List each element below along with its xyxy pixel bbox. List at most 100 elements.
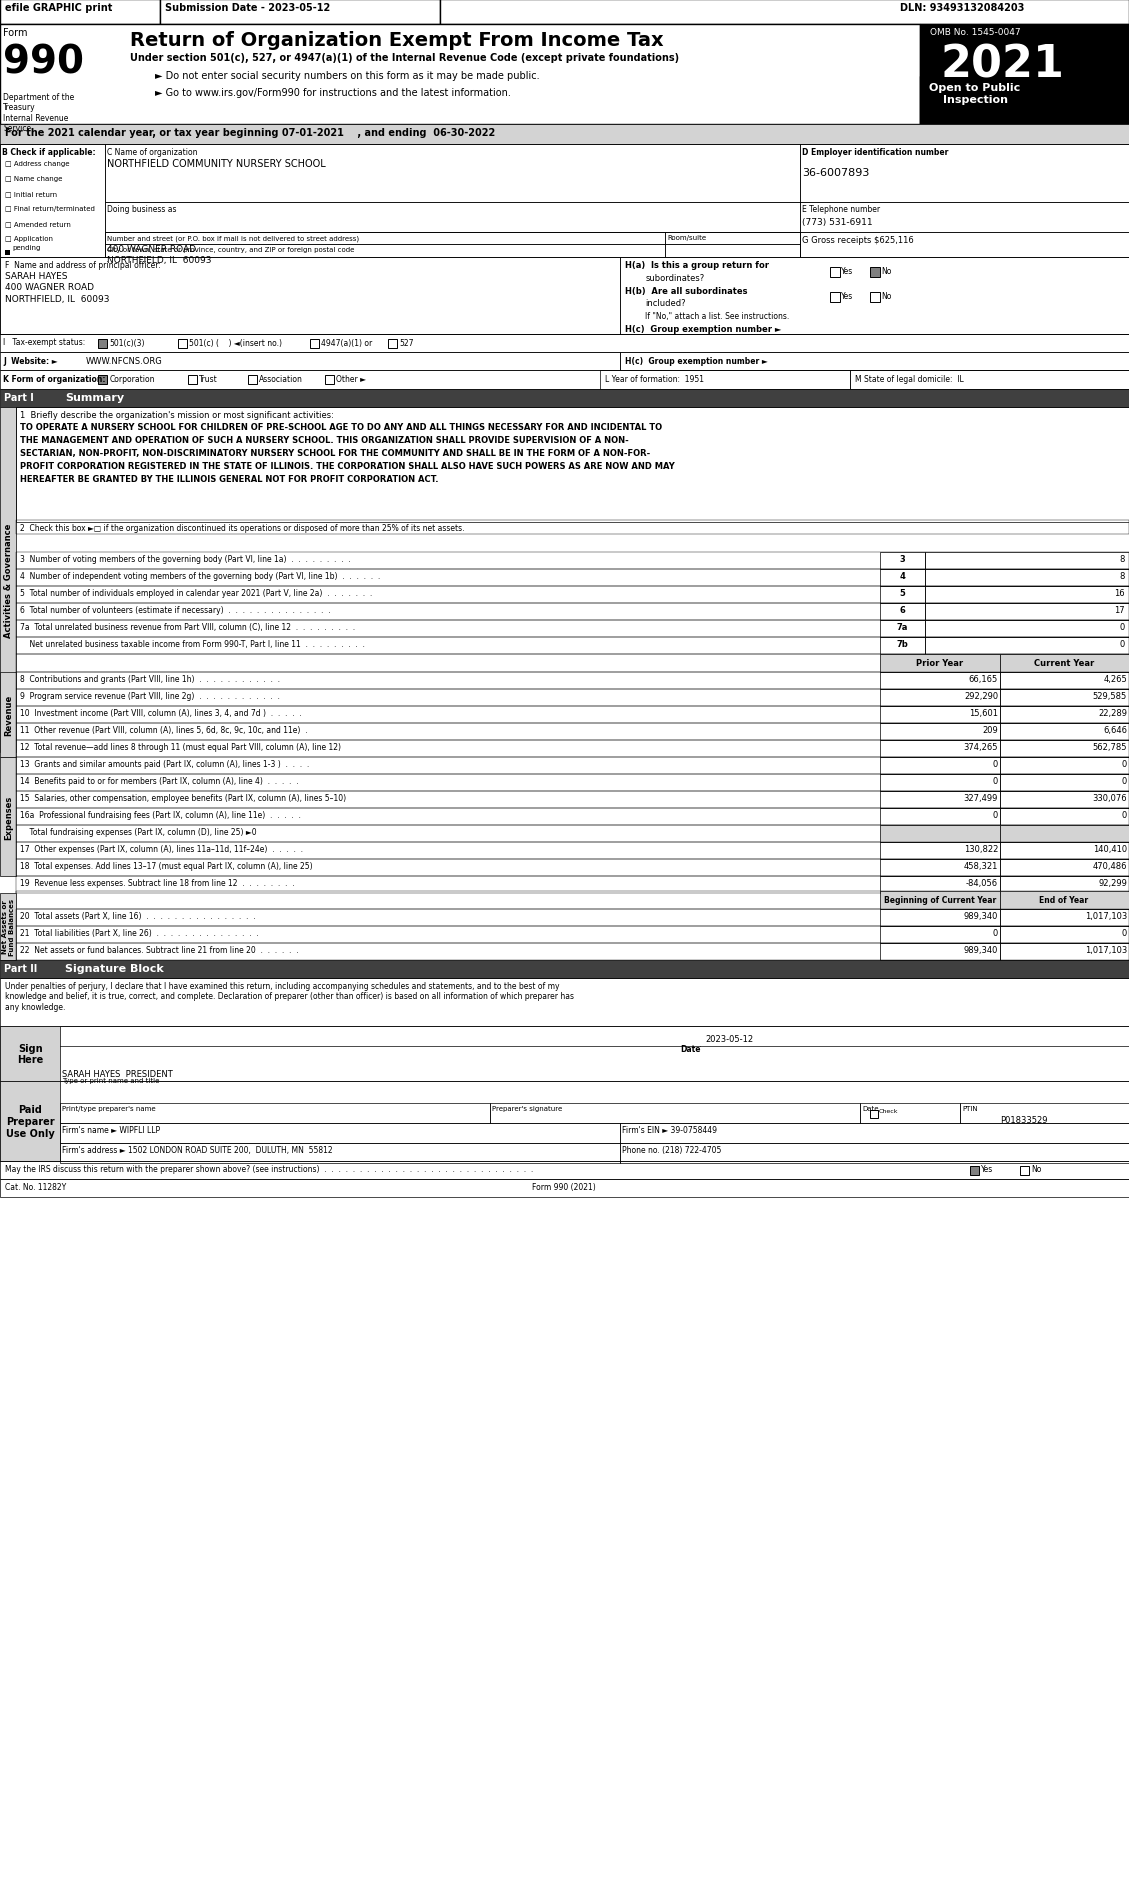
Text: H(c)  Group exemption number ►: H(c) Group exemption number ►: [625, 326, 781, 333]
Bar: [881, 926, 1000, 943]
Bar: [881, 689, 1000, 706]
Text: 327,499: 327,499: [964, 794, 998, 802]
Text: 18  Total expenses. Add lines 13–17 (must equal Part IX, column (A), line 25): 18 Total expenses. Add lines 13–17 (must…: [20, 862, 313, 871]
Text: SECTARIAN, NON-PROFIT, NON-DISCRIMINATORY NURSERY SCHOOL FOR THE COMMUNITY AND S: SECTARIAN, NON-PROFIT, NON-DISCRIMINATOR…: [20, 448, 650, 457]
Bar: [388, 341, 397, 348]
Bar: [60, 1144, 620, 1163]
Text: 0: 0: [1122, 928, 1127, 937]
Bar: [16, 587, 1129, 604]
Bar: [1000, 792, 1129, 809]
Bar: [105, 233, 800, 245]
Text: 8: 8: [1120, 572, 1124, 582]
Bar: [16, 892, 1129, 909]
Bar: [620, 1124, 1129, 1144]
Bar: [800, 233, 1129, 258]
Bar: [105, 245, 800, 269]
Text: Yes: Yes: [841, 267, 854, 277]
Text: 7b: 7b: [896, 640, 908, 649]
Text: 5  Total number of individuals employed in calendar year 2021 (Part V, line 2a) : 5 Total number of individuals employed i…: [20, 589, 373, 598]
Bar: [881, 826, 1000, 843]
Text: 14  Benefits paid to or for members (Part IX, column (A), line 4)  .  .  .  .  .: 14 Benefits paid to or for members (Part…: [20, 777, 299, 785]
Bar: [178, 341, 187, 348]
Bar: [1000, 943, 1129, 960]
Text: Yes: Yes: [841, 292, 854, 301]
Bar: [105, 203, 800, 233]
Text: Current Year: Current Year: [1034, 659, 1094, 668]
Text: Form 990 (2021): Form 990 (2021): [532, 1182, 596, 1191]
Text: 2021: 2021: [940, 43, 1064, 87]
Bar: [881, 892, 1000, 909]
Bar: [16, 553, 1129, 570]
Bar: [830, 294, 840, 303]
Bar: [1000, 877, 1129, 894]
Text: Corporation: Corporation: [110, 375, 155, 384]
Bar: [850, 371, 1129, 390]
Text: 4947(a)(1) or: 4947(a)(1) or: [322, 339, 373, 348]
Bar: [0, 894, 16, 960]
Text: 36-6007893: 36-6007893: [802, 167, 869, 179]
Text: □ Amended return: □ Amended return: [6, 220, 71, 228]
Text: WWW.NFCNS.ORG: WWW.NFCNS.ORG: [86, 358, 163, 365]
Text: Firm's EIN ► 39-0758449: Firm's EIN ► 39-0758449: [622, 1125, 717, 1135]
Bar: [490, 1103, 860, 1124]
Bar: [1000, 672, 1129, 689]
Text: pending: pending: [12, 245, 41, 250]
Bar: [16, 723, 1129, 742]
Bar: [0, 124, 1129, 145]
Bar: [881, 553, 925, 570]
Bar: [0, 335, 1129, 352]
Text: Prior Year: Prior Year: [917, 659, 964, 668]
Text: Activities & Governance: Activities & Governance: [3, 523, 12, 638]
Text: Date: Date: [863, 1105, 878, 1112]
Bar: [0, 1026, 1129, 1082]
Bar: [16, 926, 1129, 943]
Bar: [601, 371, 850, 390]
Bar: [1000, 892, 1129, 909]
Text: □ Address change: □ Address change: [6, 162, 70, 167]
Bar: [881, 792, 1000, 809]
Text: Revenue: Revenue: [3, 694, 12, 736]
Bar: [1000, 826, 1129, 843]
Bar: [620, 258, 1129, 335]
Text: -84,056: -84,056: [966, 879, 998, 888]
Text: Net Assets or
Fund Balances: Net Assets or Fund Balances: [2, 898, 15, 956]
Bar: [1000, 723, 1129, 742]
Text: Room/suite: Room/suite: [667, 235, 707, 241]
Text: Print/type preparer's name: Print/type preparer's name: [62, 1105, 156, 1112]
Bar: [881, 570, 925, 587]
Text: □ Application: □ Application: [6, 235, 53, 243]
Text: No: No: [881, 292, 892, 301]
Text: If "No," attach a list. See instructions.: If "No," attach a list. See instructions…: [645, 312, 789, 320]
Text: 15  Salaries, other compensation, employee benefits (Part IX, column (A), lines : 15 Salaries, other compensation, employe…: [20, 794, 347, 802]
Bar: [160, 0, 440, 24]
Text: 17: 17: [1114, 606, 1124, 615]
Bar: [248, 376, 257, 384]
Bar: [881, 909, 1000, 926]
Text: 4: 4: [899, 572, 905, 582]
Bar: [0, 1161, 1129, 1180]
Bar: [960, 1103, 1129, 1124]
Text: P01833529: P01833529: [1000, 1116, 1048, 1124]
Text: 501(c)(3): 501(c)(3): [110, 339, 145, 348]
Bar: [16, 706, 1129, 723]
Text: H(b)  Are all subordinates: H(b) Are all subordinates: [625, 286, 747, 295]
Text: HEREAFTER BE GRANTED BY THE ILLINOIS GENERAL NOT FOR PROFIT CORPORATION ACT.: HEREAFTER BE GRANTED BY THE ILLINOIS GEN…: [20, 474, 439, 484]
Text: G Gross receipts $625,116: G Gross receipts $625,116: [802, 235, 913, 245]
Bar: [881, 943, 1000, 960]
Text: I   Tax-exempt status:: I Tax-exempt status:: [3, 339, 86, 346]
Text: NORTHFIELD, IL  60093: NORTHFIELD, IL 60093: [107, 256, 212, 265]
Text: C Name of organization: C Name of organization: [107, 149, 198, 156]
Text: 10  Investment income (Part VIII, column (A), lines 3, 4, and 7d )  .  .  .  .  : 10 Investment income (Part VIII, column …: [20, 710, 301, 717]
Text: 130,822: 130,822: [964, 845, 998, 854]
Text: Cat. No. 11282Y: Cat. No. 11282Y: [6, 1182, 67, 1191]
Text: included?: included?: [645, 299, 685, 309]
Bar: [16, 742, 1129, 758]
Bar: [881, 742, 1000, 758]
Bar: [16, 689, 1129, 706]
Text: F  Name and address of principal officer:: F Name and address of principal officer:: [6, 262, 161, 269]
Text: No: No: [1031, 1165, 1041, 1172]
Bar: [881, 758, 1000, 775]
Bar: [16, 408, 1129, 523]
Text: 13  Grants and similar amounts paid (Part IX, column (A), lines 1-3 )  .  .  .  : 13 Grants and similar amounts paid (Part…: [20, 760, 309, 768]
Text: 3: 3: [899, 555, 905, 565]
